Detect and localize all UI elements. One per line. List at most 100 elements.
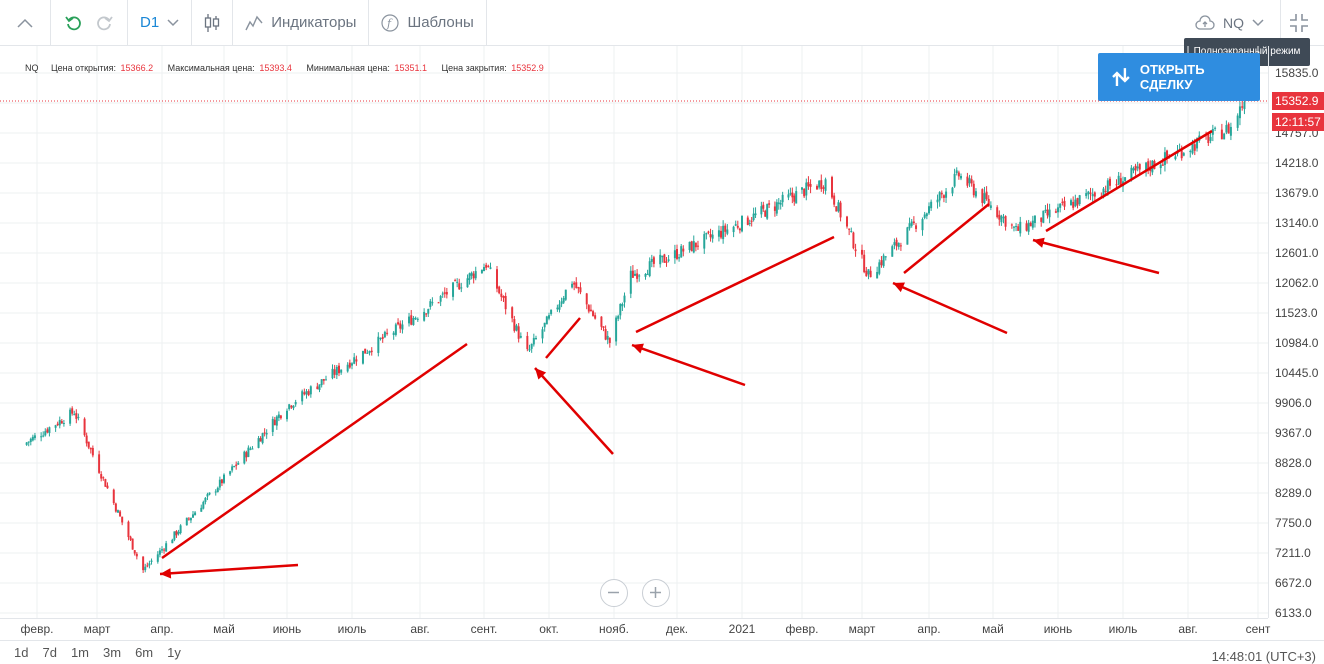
collapse-button[interactable] [0, 0, 50, 46]
candle [680, 244, 683, 258]
chart-grid [0, 46, 1268, 618]
candle [44, 428, 47, 437]
candle [722, 220, 725, 244]
candle [854, 243, 857, 257]
candle [73, 410, 76, 416]
range-button-7d[interactable]: 7d [42, 645, 57, 660]
candle [474, 266, 477, 281]
candle [711, 230, 714, 243]
candle [556, 304, 559, 312]
range-button-6m[interactable]: 6m [135, 645, 154, 660]
candle [502, 295, 505, 302]
candle [895, 237, 898, 251]
candle [746, 215, 749, 226]
timeframe-select[interactable]: D1 [128, 0, 191, 46]
time-tick: март [848, 622, 876, 636]
candle [192, 511, 194, 519]
candle [634, 270, 636, 277]
candle [25, 442, 28, 446]
candle [938, 191, 941, 207]
candle [912, 216, 915, 225]
arrow-shaft [534, 367, 614, 455]
candle [121, 516, 124, 526]
candle [833, 192, 836, 208]
candle [839, 200, 842, 222]
time-tick: июль [337, 622, 367, 636]
candle [972, 180, 975, 198]
redo-button[interactable] [89, 0, 127, 46]
close-label: Цена закрытия: [441, 63, 507, 73]
candle [513, 315, 516, 333]
candle [818, 180, 821, 190]
candle [441, 291, 444, 298]
time-axis[interactable]: февр. март апр. май июнь июль авг. сент. окт. ноя… [0, 618, 1270, 638]
candle [148, 560, 151, 569]
candle [496, 265, 498, 293]
candle [899, 242, 902, 251]
arrow-shaft [892, 281, 1008, 335]
candle [27, 441, 30, 447]
candle [884, 256, 887, 261]
candle [998, 210, 1001, 226]
candle [292, 405, 295, 411]
range-button-1d[interactable]: 1d [14, 645, 29, 660]
candle [1182, 152, 1185, 157]
candle [923, 211, 926, 220]
zoom-out-button[interactable] [600, 579, 628, 607]
undo-button[interactable] [51, 0, 89, 46]
candle [1211, 124, 1214, 142]
candle [897, 242, 900, 250]
candle [116, 509, 119, 513]
candle [608, 337, 611, 348]
plus-icon [650, 587, 661, 598]
candle [351, 362, 353, 370]
candle [876, 266, 879, 279]
candle [452, 281, 455, 301]
chart-type-button[interactable] [192, 0, 232, 46]
symbol-select[interactable]: NQ [1195, 0, 1264, 46]
candle [915, 223, 918, 233]
candle [636, 269, 639, 283]
candle [348, 359, 351, 369]
candle [165, 540, 168, 552]
templates-button[interactable]: f Шаблоны [369, 0, 485, 46]
price-scale[interactable]: 15835.015296.014757.014218.013679.013140… [1268, 46, 1324, 620]
fullscreen-button[interactable] [1288, 12, 1310, 34]
candle [100, 471, 103, 482]
candle [439, 294, 442, 307]
price-chart[interactable] [0, 46, 1268, 618]
candle [573, 281, 576, 291]
candle [930, 199, 933, 211]
candle [437, 301, 440, 304]
candle [968, 174, 971, 188]
candle [243, 450, 246, 465]
candle [957, 170, 960, 180]
range-button-1y[interactable]: 1y [167, 645, 181, 660]
candle [703, 231, 706, 254]
zoom-in-button[interactable] [642, 579, 670, 607]
candle [515, 323, 518, 332]
candle [487, 264, 490, 268]
candle [600, 316, 603, 331]
indicators-button[interactable]: Индикаторы [233, 0, 368, 46]
candle [1027, 219, 1030, 235]
last-price-tag: 15352.9 [1272, 92, 1324, 110]
range-button-3m[interactable]: 3m [103, 645, 122, 660]
candle [307, 389, 310, 397]
price-tick: 8828.0 [1275, 456, 1312, 470]
candle [629, 266, 632, 299]
candle [688, 241, 691, 253]
candle [1076, 197, 1079, 209]
candle [779, 199, 782, 210]
candle [288, 403, 291, 411]
candle [129, 535, 132, 541]
candle [504, 292, 507, 315]
candle [237, 461, 240, 465]
candle [925, 212, 928, 220]
candle [665, 256, 668, 267]
time-tick: февр. [20, 622, 54, 636]
candle [724, 223, 727, 237]
open-deal-button[interactable]: ОТКРЫТЬ СДЕЛКУ [1098, 53, 1260, 101]
range-button-1m[interactable]: 1m [70, 645, 89, 660]
candle [364, 348, 367, 354]
